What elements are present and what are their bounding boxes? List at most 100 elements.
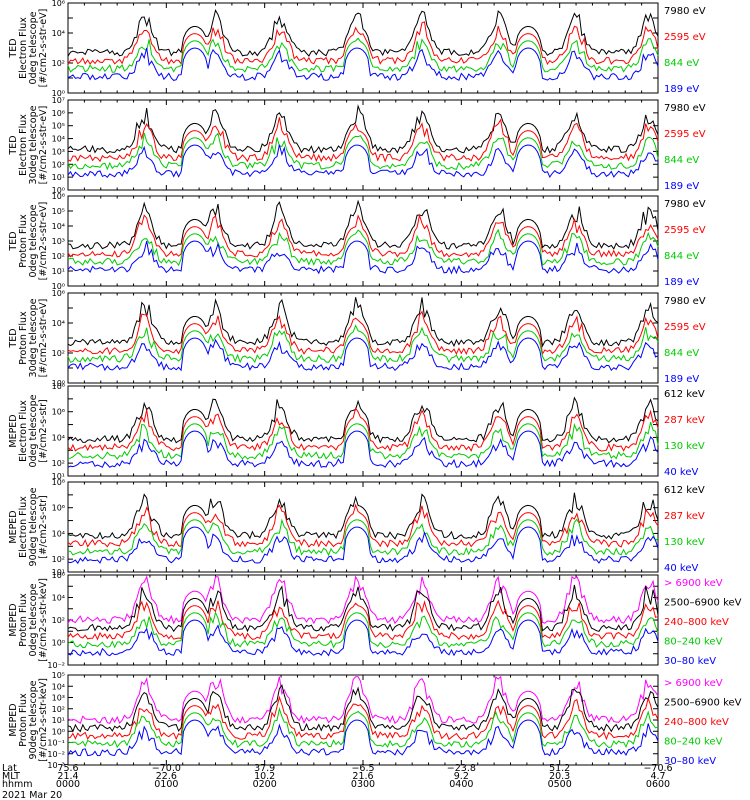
series-line: [67, 199, 659, 250]
y-axis-label-line: Electron Flux: [18, 496, 29, 558]
y-tick-label: 10⁶: [52, 504, 65, 513]
y-axis-label: MEPED Proton Flux 0deg telescope [#/cm2-s-s…: [8, 578, 49, 662]
x-tick-label: 9.2: [454, 771, 469, 782]
y-tick-label: 10¹: [52, 173, 65, 182]
y-tick-label: 10⁴: [52, 433, 65, 442]
series-line: [67, 37, 659, 73]
y-axis-label-line: TED: [8, 328, 19, 348]
y-tick-label: 10⁷: [52, 96, 65, 105]
x-tick-label: 51.2: [549, 763, 570, 774]
y-axis-label-line: 90deg telescope: [28, 487, 39, 566]
series-line: [67, 684, 659, 733]
series-line: [67, 719, 659, 757]
y-tick-label: 10⁰: [52, 282, 65, 291]
y-axis-label-line: MEPED: [8, 603, 19, 636]
x-tick-label: 0500: [548, 779, 572, 790]
x-axis-row-label: MLT: [2, 771, 20, 782]
x-tick-label: 75.6: [57, 763, 78, 774]
series-line: [67, 310, 659, 356]
y-axis-label: TED Proton Flux 30deg telescope [#/cm2-s-st…: [8, 298, 49, 377]
x-tick-label: 0200: [253, 779, 277, 790]
y-axis-label-line: [#/cm2-s-str-eV]: [38, 9, 49, 88]
legend-entry: 189 eV: [664, 84, 699, 95]
date-label: 2021 Mar 20: [2, 790, 62, 800]
legend-entry: 2500–6900 keV: [664, 598, 742, 609]
legend-entry: 189 eV: [664, 181, 699, 192]
x-tick-label: 37.9: [254, 763, 275, 774]
y-tick-label: 10²: [52, 459, 65, 468]
x-tick-label: 0600: [646, 779, 670, 790]
legend-entry: > 6900 keV: [664, 678, 723, 689]
series-line: [67, 396, 659, 444]
y-axis-label-line: MEPED: [8, 414, 19, 447]
legend-entry: 80–240 keV: [664, 737, 723, 748]
x-tick-label: 10.2: [254, 771, 275, 782]
panel-frame: [67, 292, 659, 384]
legend-entry: 7980 eV: [664, 296, 706, 307]
legend-entry: 844 eV: [664, 155, 699, 166]
x-tick-label: 21.6: [352, 771, 373, 782]
legend-entry: 2595 eV: [664, 322, 706, 333]
y-tick-label: 10²: [52, 59, 65, 68]
y-axis-label-line: Electron Flux: [18, 400, 29, 462]
y-tick-label: 10²: [52, 349, 65, 358]
legend-entry: 844 eV: [664, 348, 699, 359]
y-tick-label: 10⁶: [52, 109, 65, 118]
legend-entry: 30–80 keV: [664, 756, 716, 767]
x-axis-annotation: Lat 75.6 −70.0 37.9 −6.5 −23.8 51.2 −70.6 MLT 21.…: [2, 763, 673, 800]
series-line: [67, 21, 659, 66]
legend-entry: 30–80 keV: [664, 656, 716, 667]
x-axis-row-label: hhmm: [2, 779, 33, 790]
series-line: [67, 421, 659, 460]
y-axis-label: MEPED Electron Flux 0deg telescope [#/cm2-s…: [8, 394, 49, 467]
x-axis-row-label: Lat: [2, 763, 17, 774]
y-axis-label-line: [#/cm2-s-str-eV]: [38, 299, 49, 378]
legend-entry: 7980 eV: [664, 103, 706, 114]
legend-entry: 189 eV: [664, 277, 699, 288]
y-axis-label-line: MEPED: [8, 703, 19, 736]
y-axis-label-line: TED: [8, 231, 19, 251]
y-axis-label-line: Electron Flux: [18, 17, 29, 79]
y-axis-label-line: 0deg telescope: [28, 11, 39, 84]
y-tick-label: 10⁰: [52, 89, 65, 98]
y-tick-label: 10⁶: [52, 571, 65, 580]
series-line: [67, 104, 659, 154]
legend-entry: 844 eV: [664, 251, 699, 262]
y-tick-label: 10⁶: [52, 408, 65, 417]
x-tick-label: 0400: [449, 779, 473, 790]
y-tick-label: 10¹: [52, 716, 65, 725]
y-axis-label-line: [#/cm2-s-str]: [38, 399, 49, 462]
y-tick-label: 10⁵: [52, 207, 65, 216]
y-tick-label: 10²: [52, 555, 65, 564]
series-line: [67, 526, 659, 565]
y-axis-label-line: TED: [8, 135, 19, 155]
y-tick-label: 10⁻²: [47, 750, 65, 759]
legend-entry: 287 keV: [664, 415, 705, 426]
panel-frame: [67, 195, 659, 287]
series-line: [67, 324, 659, 364]
y-axis-label-line: [#/cm2-s-str]: [38, 495, 49, 558]
y-tick-label: 10⁴: [52, 682, 65, 691]
series-line: [67, 213, 659, 258]
y-tick-label: 10²: [52, 705, 65, 714]
y-tick-label: 10⁻²: [47, 661, 65, 670]
legend-entry: 2500–6900 keV: [664, 698, 742, 709]
y-tick-label: 10⁶: [52, 192, 65, 201]
y-tick-label: 10⁻³: [47, 761, 65, 770]
series-line: [67, 518, 659, 557]
legend-entry: 844 eV: [664, 58, 699, 69]
panel-frame: [67, 481, 659, 573]
y-tick-label: 10⁵: [52, 671, 65, 680]
y-tick-label: 10⁶: [52, 289, 65, 298]
legend-entry: 7980 eV: [664, 6, 706, 17]
series-line: [67, 619, 659, 657]
y-axis-label-line: 30deg telescope: [28, 105, 39, 184]
series-line: [67, 611, 659, 649]
y-tick-label: 10⁴: [52, 222, 65, 231]
y-axis-label-line: [#/cm2-s-str-keV]: [38, 678, 49, 762]
series-line: [67, 407, 659, 452]
